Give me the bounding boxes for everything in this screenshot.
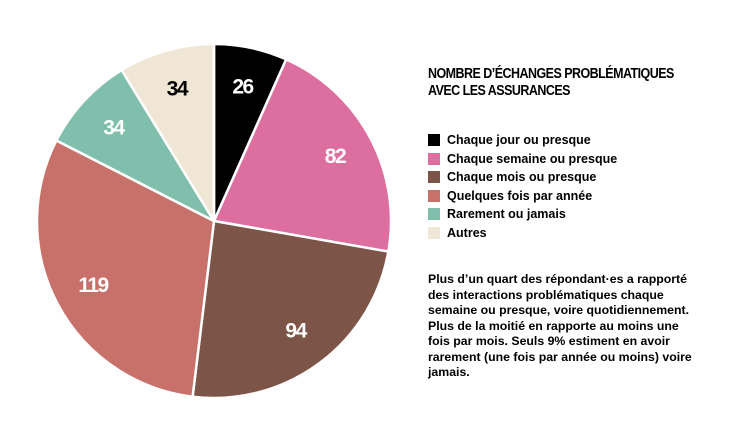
slice-value-label: 26: [232, 76, 253, 99]
pie-slice-rarement-ou-jamais: [55, 68, 216, 223]
legend: Chaque jour ou presque Chaque semaine ou …: [428, 131, 617, 242]
legend-item-quelques-fois-par-annee: Quelques fois par année: [428, 187, 617, 206]
info-panel: NOMBRE D’ÉCHANGES PROBLÉMATIQUES AVEC LE…: [428, 0, 728, 441]
legend-label: Chaque mois ou presque: [447, 170, 597, 185]
legend-swatch: [428, 189, 440, 202]
legend-item-autres: Autres: [428, 224, 617, 243]
pie-slice-autres: [120, 42, 216, 223]
legend-item-chaque-mois-ou-presque: Chaque mois ou presque: [428, 168, 617, 187]
pie-value-labels: 26 82 94 119 34 34: [78, 76, 347, 343]
legend-item-rarement-ou-jamais: Rarement ou jamais: [428, 205, 617, 224]
pie-slice-chaque-mois-ou-presque: [191, 219, 390, 400]
legend-item-chaque-semaine-ou-presque: Chaque semaine ou presque: [428, 150, 617, 169]
legend-swatch: [428, 134, 440, 147]
legend-swatch: [428, 152, 440, 165]
slice-value-label: 34: [103, 116, 125, 139]
legend-label: Chaque jour ou presque: [447, 133, 591, 148]
legend-label: Rarement ou jamais: [447, 207, 566, 222]
pie-slices: [35, 42, 393, 400]
slice-value-label: 94: [285, 320, 307, 343]
legend-swatch: [428, 208, 440, 221]
pie-slice-quelques-fois-par-annee: [35, 139, 216, 398]
slice-value-label: 34: [167, 78, 189, 101]
pie-slice-chaque-semaine-ou-presque: [212, 58, 393, 253]
legend-label: Chaque semaine ou presque: [447, 151, 618, 166]
legend-swatch: [428, 226, 440, 239]
description-text: Plus d’un quart des répondant·es a rappo…: [428, 272, 692, 379]
legend-item-chaque-jour-ou-presque: Chaque jour ou presque: [428, 131, 617, 150]
slice-value-label: 82: [325, 145, 346, 168]
legend-label: Quelques fois par année: [447, 188, 593, 203]
slice-value-label: 119: [78, 274, 108, 297]
chart-title: NOMBRE D’ÉCHANGES PROBLÉMATIQUES AVEC LE…: [428, 66, 674, 99]
legend-swatch: [428, 171, 440, 184]
pie-chart: 26 82 94 119 34 34: [35, 42, 393, 400]
legend-label: Autres: [447, 225, 487, 240]
